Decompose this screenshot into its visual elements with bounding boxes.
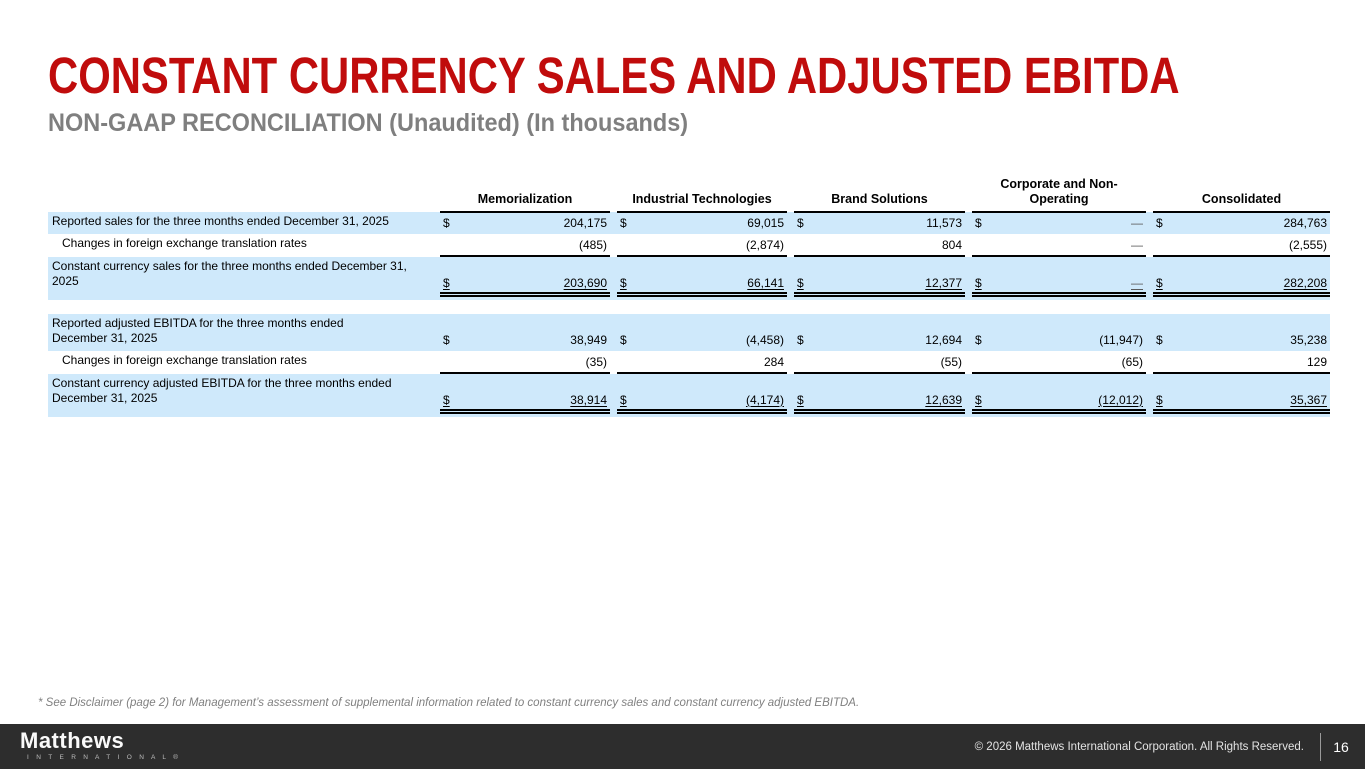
table-row-fx-changes-sales: Changes in foreign exchange translation … xyxy=(48,234,1330,257)
dollar-sign: $ xyxy=(1156,332,1163,347)
matthews-logo: Matthews I N T E R N A T I O N A L ® xyxy=(20,728,181,762)
value-cell-corporate-non-operating: $ (12,012) xyxy=(972,373,1146,417)
value-cell-industrial-technologies: $ (4,458) xyxy=(617,313,787,351)
dollar-sign: $ xyxy=(1156,216,1163,230)
logo-wordmark: Matthews xyxy=(20,728,125,753)
dollar-sign: $ xyxy=(797,392,804,407)
page-number: 16 xyxy=(1333,738,1349,755)
copyright-text: © 2026 Matthews International Corporatio… xyxy=(974,740,1304,753)
value-cell-brand-solutions: $12,377 xyxy=(794,256,965,300)
dollar-sign: $ xyxy=(797,275,804,290)
dollar-sign: $ xyxy=(975,216,982,230)
dollar-sign: $ xyxy=(620,332,627,347)
value-cell-memorialization: $38,914 xyxy=(440,373,610,417)
dollar-sign: $ xyxy=(1156,392,1163,407)
value-cell-brand-solutions: $12,639 xyxy=(794,373,965,417)
column-header-consolidated: Consolidated xyxy=(1153,172,1330,213)
dollar-sign: $ xyxy=(797,216,804,230)
value-cell-brand-solutions: $11,573 xyxy=(794,212,965,234)
table-row-reported-adjusted-ebitda: Reported adjusted EBITDA for the three m… xyxy=(48,313,1330,351)
dollar-sign: $ xyxy=(797,332,804,347)
value-cell-corporate-non-operating: $ (11,947) xyxy=(972,313,1146,351)
table-row-reported-sales: Reported sales for the three months ende… xyxy=(48,212,1330,234)
value-cell-brand-solutions: (55) xyxy=(794,350,965,374)
dollar-sign: $ xyxy=(1156,275,1163,290)
page-title: CONSTANT CURRENCY SALES AND ADJUSTED EBI… xyxy=(48,47,1180,104)
value-cell-corporate-non-operating: — xyxy=(972,234,1146,257)
row-label: Reported adjusted EBITDA for the three m… xyxy=(48,313,440,351)
row-label: Changes in foreign exchange translation … xyxy=(48,234,440,257)
value-cell-brand-solutions: $12,694 xyxy=(794,313,965,351)
value-cell-corporate-non-operating: (65) xyxy=(972,350,1146,374)
value-cell-memorialization: $204,175 xyxy=(440,212,610,234)
footer-divider xyxy=(1319,732,1321,761)
value-cell-industrial-technologies: $ (4,174) xyxy=(617,373,787,417)
label-column-header xyxy=(48,172,440,212)
dollar-sign: $ xyxy=(620,392,627,407)
dollar-sign: $ xyxy=(443,275,450,290)
value-cell-consolidated: (2,555) xyxy=(1153,234,1330,257)
page-subtitle: NON-GAAP RECONCILIATION (Unaudited) (In … xyxy=(48,109,689,137)
column-header-brand-solutions: Brand Solutions xyxy=(794,172,965,213)
row-label: Constant currency adjusted EBITDA for th… xyxy=(48,373,440,417)
value-cell-industrial-technologies: $69,015 xyxy=(617,212,787,234)
dollar-sign: $ xyxy=(620,275,627,290)
value-cell-consolidated: $282,208 xyxy=(1153,256,1330,300)
value-cell-consolidated: 129 xyxy=(1153,350,1330,374)
section-spacer xyxy=(48,299,1330,314)
value-cell-corporate-non-operating: $ — xyxy=(972,256,1146,300)
column-header-memorialization: Memorialization xyxy=(440,172,610,213)
value-cell-memorialization: $203,690 xyxy=(440,256,610,300)
table-row-constant-currency-sales: Constant currency sales for the three mo… xyxy=(48,256,1330,300)
dollar-sign: $ xyxy=(975,332,982,347)
column-header-corporate-non-operating: Corporate and Non- Operating xyxy=(972,172,1146,213)
table-header-row: Memorialization Industrial Technologies … xyxy=(48,172,1330,213)
row-label: Changes in foreign exchange translation … xyxy=(48,350,440,374)
row-label: Constant currency sales for the three mo… xyxy=(48,256,440,300)
footer-bar: Matthews I N T E R N A T I O N A L ® © 2… xyxy=(0,724,1365,769)
dollar-sign: $ xyxy=(443,216,450,230)
table-row-constant-currency-adjusted-ebitda: Constant currency adjusted EBITDA for th… xyxy=(48,373,1330,417)
dollar-sign: $ xyxy=(975,275,982,290)
disclaimer-footnote: * See Disclaimer (page 2) for Management… xyxy=(38,697,860,709)
value-cell-memorialization: (485) xyxy=(440,234,610,257)
value-cell-brand-solutions: 804 xyxy=(794,234,965,257)
value-cell-industrial-technologies: $66,141 xyxy=(617,256,787,300)
column-header-industrial-technologies: Industrial Technologies xyxy=(617,172,787,213)
value-cell-consolidated: $35,238 xyxy=(1153,313,1330,351)
logo-subtext: I N T E R N A T I O N A L ® xyxy=(27,754,181,762)
value-cell-corporate-non-operating: $ — xyxy=(972,212,1146,234)
value-cell-industrial-technologies: 284 xyxy=(617,350,787,374)
value-cell-consolidated: $35,367 xyxy=(1153,373,1330,417)
row-label: Reported sales for the three months ende… xyxy=(48,212,440,234)
value-cell-memorialization: $38,949 xyxy=(440,313,610,351)
dollar-sign: $ xyxy=(443,332,450,347)
dollar-sign: $ xyxy=(975,392,982,407)
table-row-fx-changes-ebitda: Changes in foreign exchange translation … xyxy=(48,350,1330,374)
dollar-sign: $ xyxy=(620,216,627,230)
value-cell-memorialization: (35) xyxy=(440,350,610,374)
dollar-sign: $ xyxy=(443,392,450,407)
value-cell-consolidated: $284,763 xyxy=(1153,212,1330,234)
reconciliation-table: Memorialization Industrial Technologies … xyxy=(48,172,1330,417)
value-cell-industrial-technologies: (2,874) xyxy=(617,234,787,257)
